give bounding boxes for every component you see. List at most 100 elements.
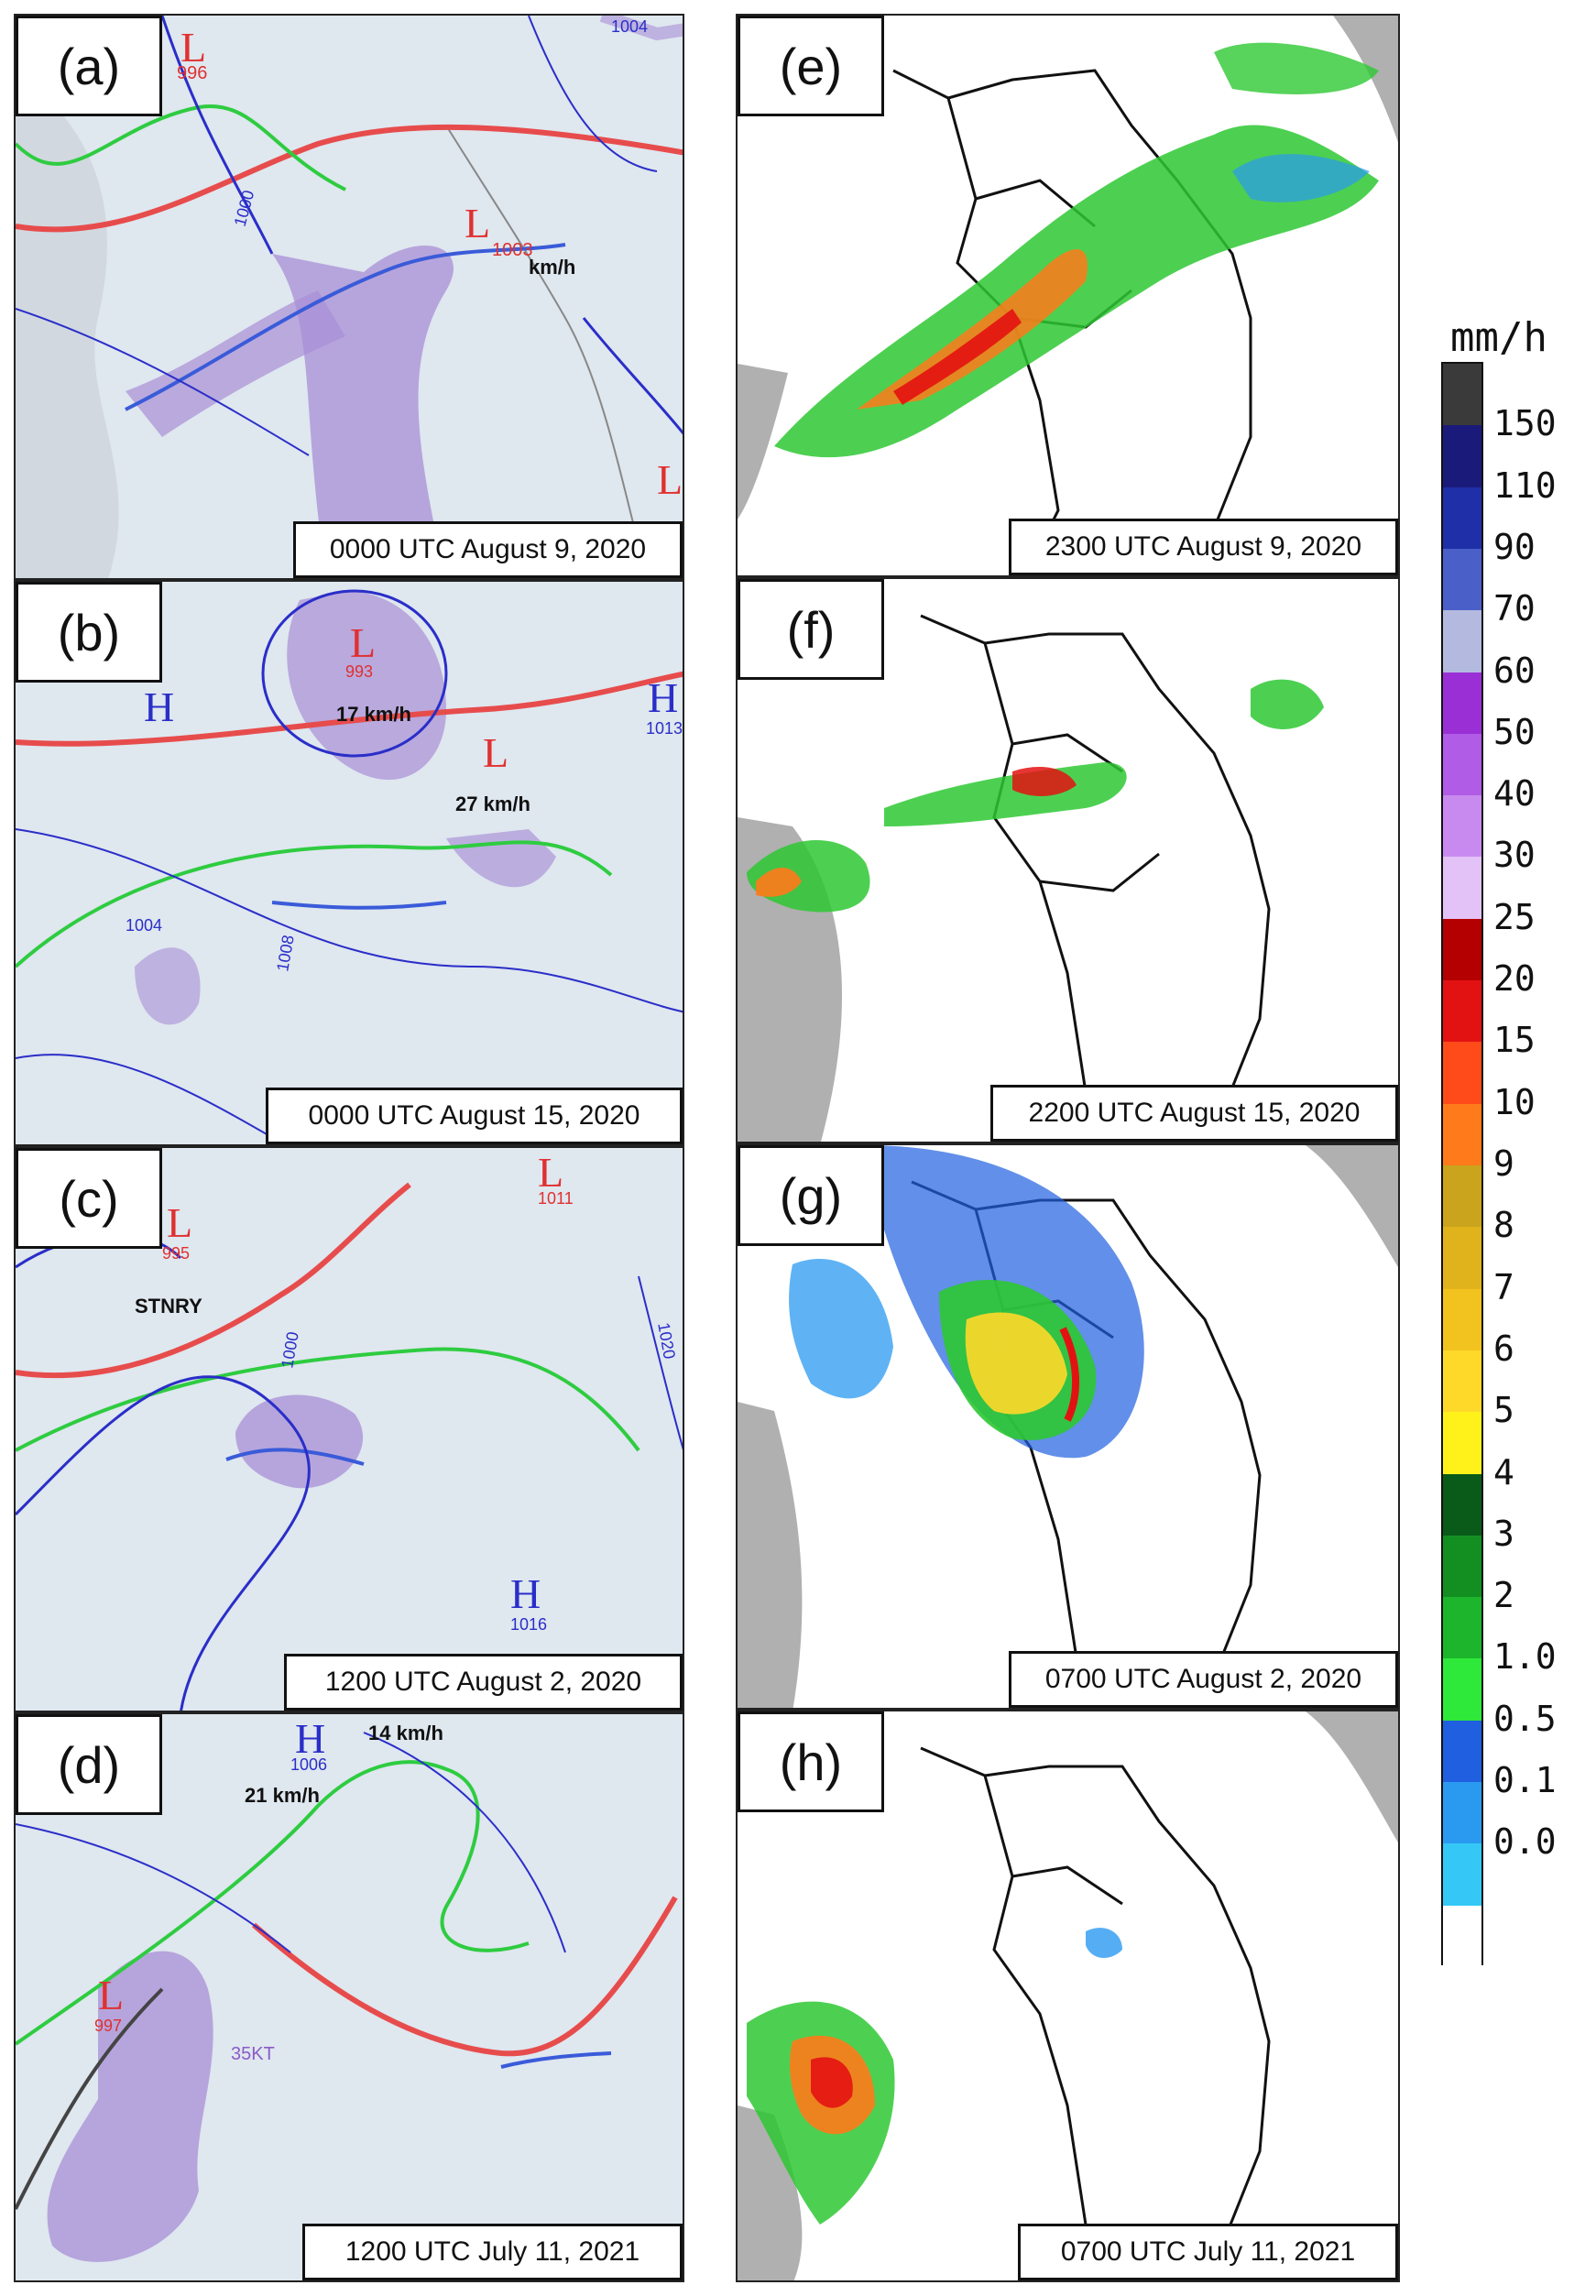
colorbar: [1441, 362, 1483, 1968]
colorbar-unit: mm/h: [1450, 314, 1547, 361]
colorbar-tick-label: 9: [1493, 1143, 1514, 1184]
high-marker-b2: H: [144, 683, 175, 730]
colorbar-tick-label: 50: [1493, 711, 1536, 752]
weather-map-a: L 996 L 1003 km/h L 1000 1004 (a) 0000 U…: [14, 14, 684, 580]
pressure-label-d-high: 1006: [290, 1755, 328, 1774]
colorbar-tick-label: 15: [1493, 1020, 1536, 1061]
panel-letter-f: (f): [738, 579, 884, 680]
colorbar-swatch: [1443, 1782, 1481, 1845]
panel-letter-c: (c): [16, 1148, 162, 1249]
high-marker-d1: H: [295, 1715, 326, 1762]
low-marker-b2: L: [483, 729, 509, 776]
stationary-label-c: STNRY: [135, 1295, 202, 1317]
speed-label-d1: 14 km/h: [368, 1722, 443, 1744]
colorbar-tick-label: 25: [1493, 896, 1536, 937]
speed-label-b1: 17 km/h: [336, 703, 411, 726]
colorbar-swatch: [1443, 487, 1481, 550]
low-marker-c2: L: [538, 1149, 564, 1196]
colorbar-swatch: [1443, 1412, 1481, 1475]
colorbar-tick-label: 90: [1493, 526, 1536, 567]
colorbar-swatch: [1443, 918, 1481, 982]
colorbar-tick-label: 20: [1493, 958, 1536, 1000]
colorbar-tick-label: 0.0: [1493, 1821, 1557, 1863]
pressure-label-d-low: 997: [94, 2017, 123, 2035]
panel-caption-g: 0700 UTC August 2, 2020: [1009, 1651, 1398, 1708]
colorbar-swatch-top: [1443, 364, 1481, 427]
speed-label-b2: 27 km/h: [455, 793, 530, 815]
low-marker-a1: L: [180, 24, 207, 71]
panel-letter-h: (h): [738, 1711, 884, 1812]
colorbar-swatch: [1443, 548, 1481, 612]
speed-label-a: km/h: [529, 256, 576, 279]
colorbar-swatch: [1443, 795, 1481, 858]
pressure-label-b1: 1013: [646, 719, 683, 738]
colorbar-swatch: [1443, 1535, 1481, 1599]
panel-letter-b: (b): [16, 582, 162, 683]
radar-map-e: (e) 2300 UTC August 9, 2020: [736, 14, 1400, 577]
radar-map-g-graphic: [738, 1145, 1398, 1708]
colorbar-tick-label: 6: [1493, 1328, 1514, 1369]
radar-map-f-graphic: [738, 614, 1324, 1142]
weather-map-a-graphic: [16, 16, 683, 578]
colorbar-tick-label: 40: [1493, 773, 1536, 815]
colorbar-tick-label: 0.1: [1493, 1760, 1557, 1801]
colorbar-swatch: [1443, 733, 1481, 797]
colorbar-swatch: [1443, 1473, 1481, 1536]
panel-caption-c: 1200 UTC August 2, 2020: [284, 1654, 683, 1711]
radar-map-f: (f) 2200 UTC August 15, 2020: [736, 577, 1400, 1143]
colorbar-swatch: [1443, 980, 1481, 1044]
colorbar-swatch: [1443, 1350, 1481, 1414]
radar-map-g: (g) 0700 UTC August 2, 2020: [736, 1143, 1400, 1710]
colorbar-swatch-bottom: [1443, 1905, 1481, 1968]
pressure-label-b1-low: 993: [345, 662, 374, 681]
colorbar-swatch: [1443, 1165, 1481, 1229]
pressure-label-a1: 996: [177, 63, 208, 83]
isobar-label-b1: 1004: [126, 916, 163, 935]
colorbar-tick-label: 7: [1493, 1266, 1514, 1307]
low-marker-c1: L: [167, 1199, 193, 1246]
colorbar-tick-label: 150: [1493, 403, 1557, 444]
colorbar-tick-label: 30: [1493, 835, 1536, 876]
panel-letter-d: (d): [16, 1714, 162, 1815]
colorbar-tick-label: 2: [1493, 1575, 1514, 1616]
high-marker-b1: H: [648, 674, 679, 721]
colorbar-swatch: [1443, 1597, 1481, 1660]
colorbar-tick-label: 60: [1493, 650, 1536, 691]
panel-letter-a: (a): [16, 16, 162, 116]
colorbar-swatch: [1443, 857, 1481, 920]
low-marker-a2: L: [465, 200, 491, 246]
weather-map-b: H 1013 H L 993 L 17 km/h 27 km/h 1004 10…: [14, 580, 684, 1146]
panel-caption-d: 1200 UTC July 11, 2021: [302, 2224, 683, 2280]
colorbar-tick-label: 70: [1493, 588, 1536, 629]
colorbar-swatch: [1443, 1103, 1481, 1166]
colorbar-swatch: [1443, 1042, 1481, 1105]
colorbar-swatch: [1443, 610, 1481, 673]
panel-caption-h: 0700 UTC July 11, 2021: [1018, 2224, 1398, 2280]
colorbar-swatch: [1443, 672, 1481, 735]
weather-map-c: L 995 L 1011 H 1016 STNRY 1000 1020 (c) …: [14, 1146, 684, 1712]
radar-map-h: (h) 0700 UTC July 11, 2021: [736, 1710, 1400, 2282]
colorbar-swatch: [1443, 1658, 1481, 1722]
colorbar-tick-label: 10: [1493, 1081, 1536, 1122]
colorbar-swatch: [1443, 1288, 1481, 1351]
low-marker-d1: L: [98, 1972, 125, 2018]
colorbar-swatch: [1443, 1843, 1481, 1907]
panel-caption-e: 2300 UTC August 9, 2020: [1009, 519, 1398, 575]
pressure-label-a2: 1003: [492, 240, 533, 260]
radar-map-e-graphic: [738, 16, 1398, 566]
weather-map-b-graphic: [16, 589, 683, 1144]
colorbar-tick-label: 1.0: [1493, 1636, 1557, 1678]
colorbar-tick-label: 110: [1493, 465, 1557, 506]
panel-letter-g: (g): [738, 1145, 884, 1246]
radar-map-h-graphic: [738, 1711, 1398, 2280]
speed-label-d2: 21 km/h: [245, 1784, 320, 1807]
panel-caption-b: 0000 UTC August 15, 2020: [266, 1088, 683, 1144]
pressure-label-c2: 1011: [538, 1189, 574, 1208]
colorbar-swatch: [1443, 1227, 1481, 1290]
colorbar-tick-label: 0.5: [1493, 1698, 1557, 1739]
colorbar-tick-label: 5: [1493, 1390, 1514, 1431]
panel-caption-f: 2200 UTC August 15, 2020: [990, 1085, 1398, 1142]
high-marker-c1: H: [510, 1570, 541, 1617]
weather-map-d: H 1006 L 997 14 km/h 21 km/h 35KT (d) 12…: [14, 1712, 684, 2282]
colorbar-swatch: [1443, 1720, 1481, 1784]
